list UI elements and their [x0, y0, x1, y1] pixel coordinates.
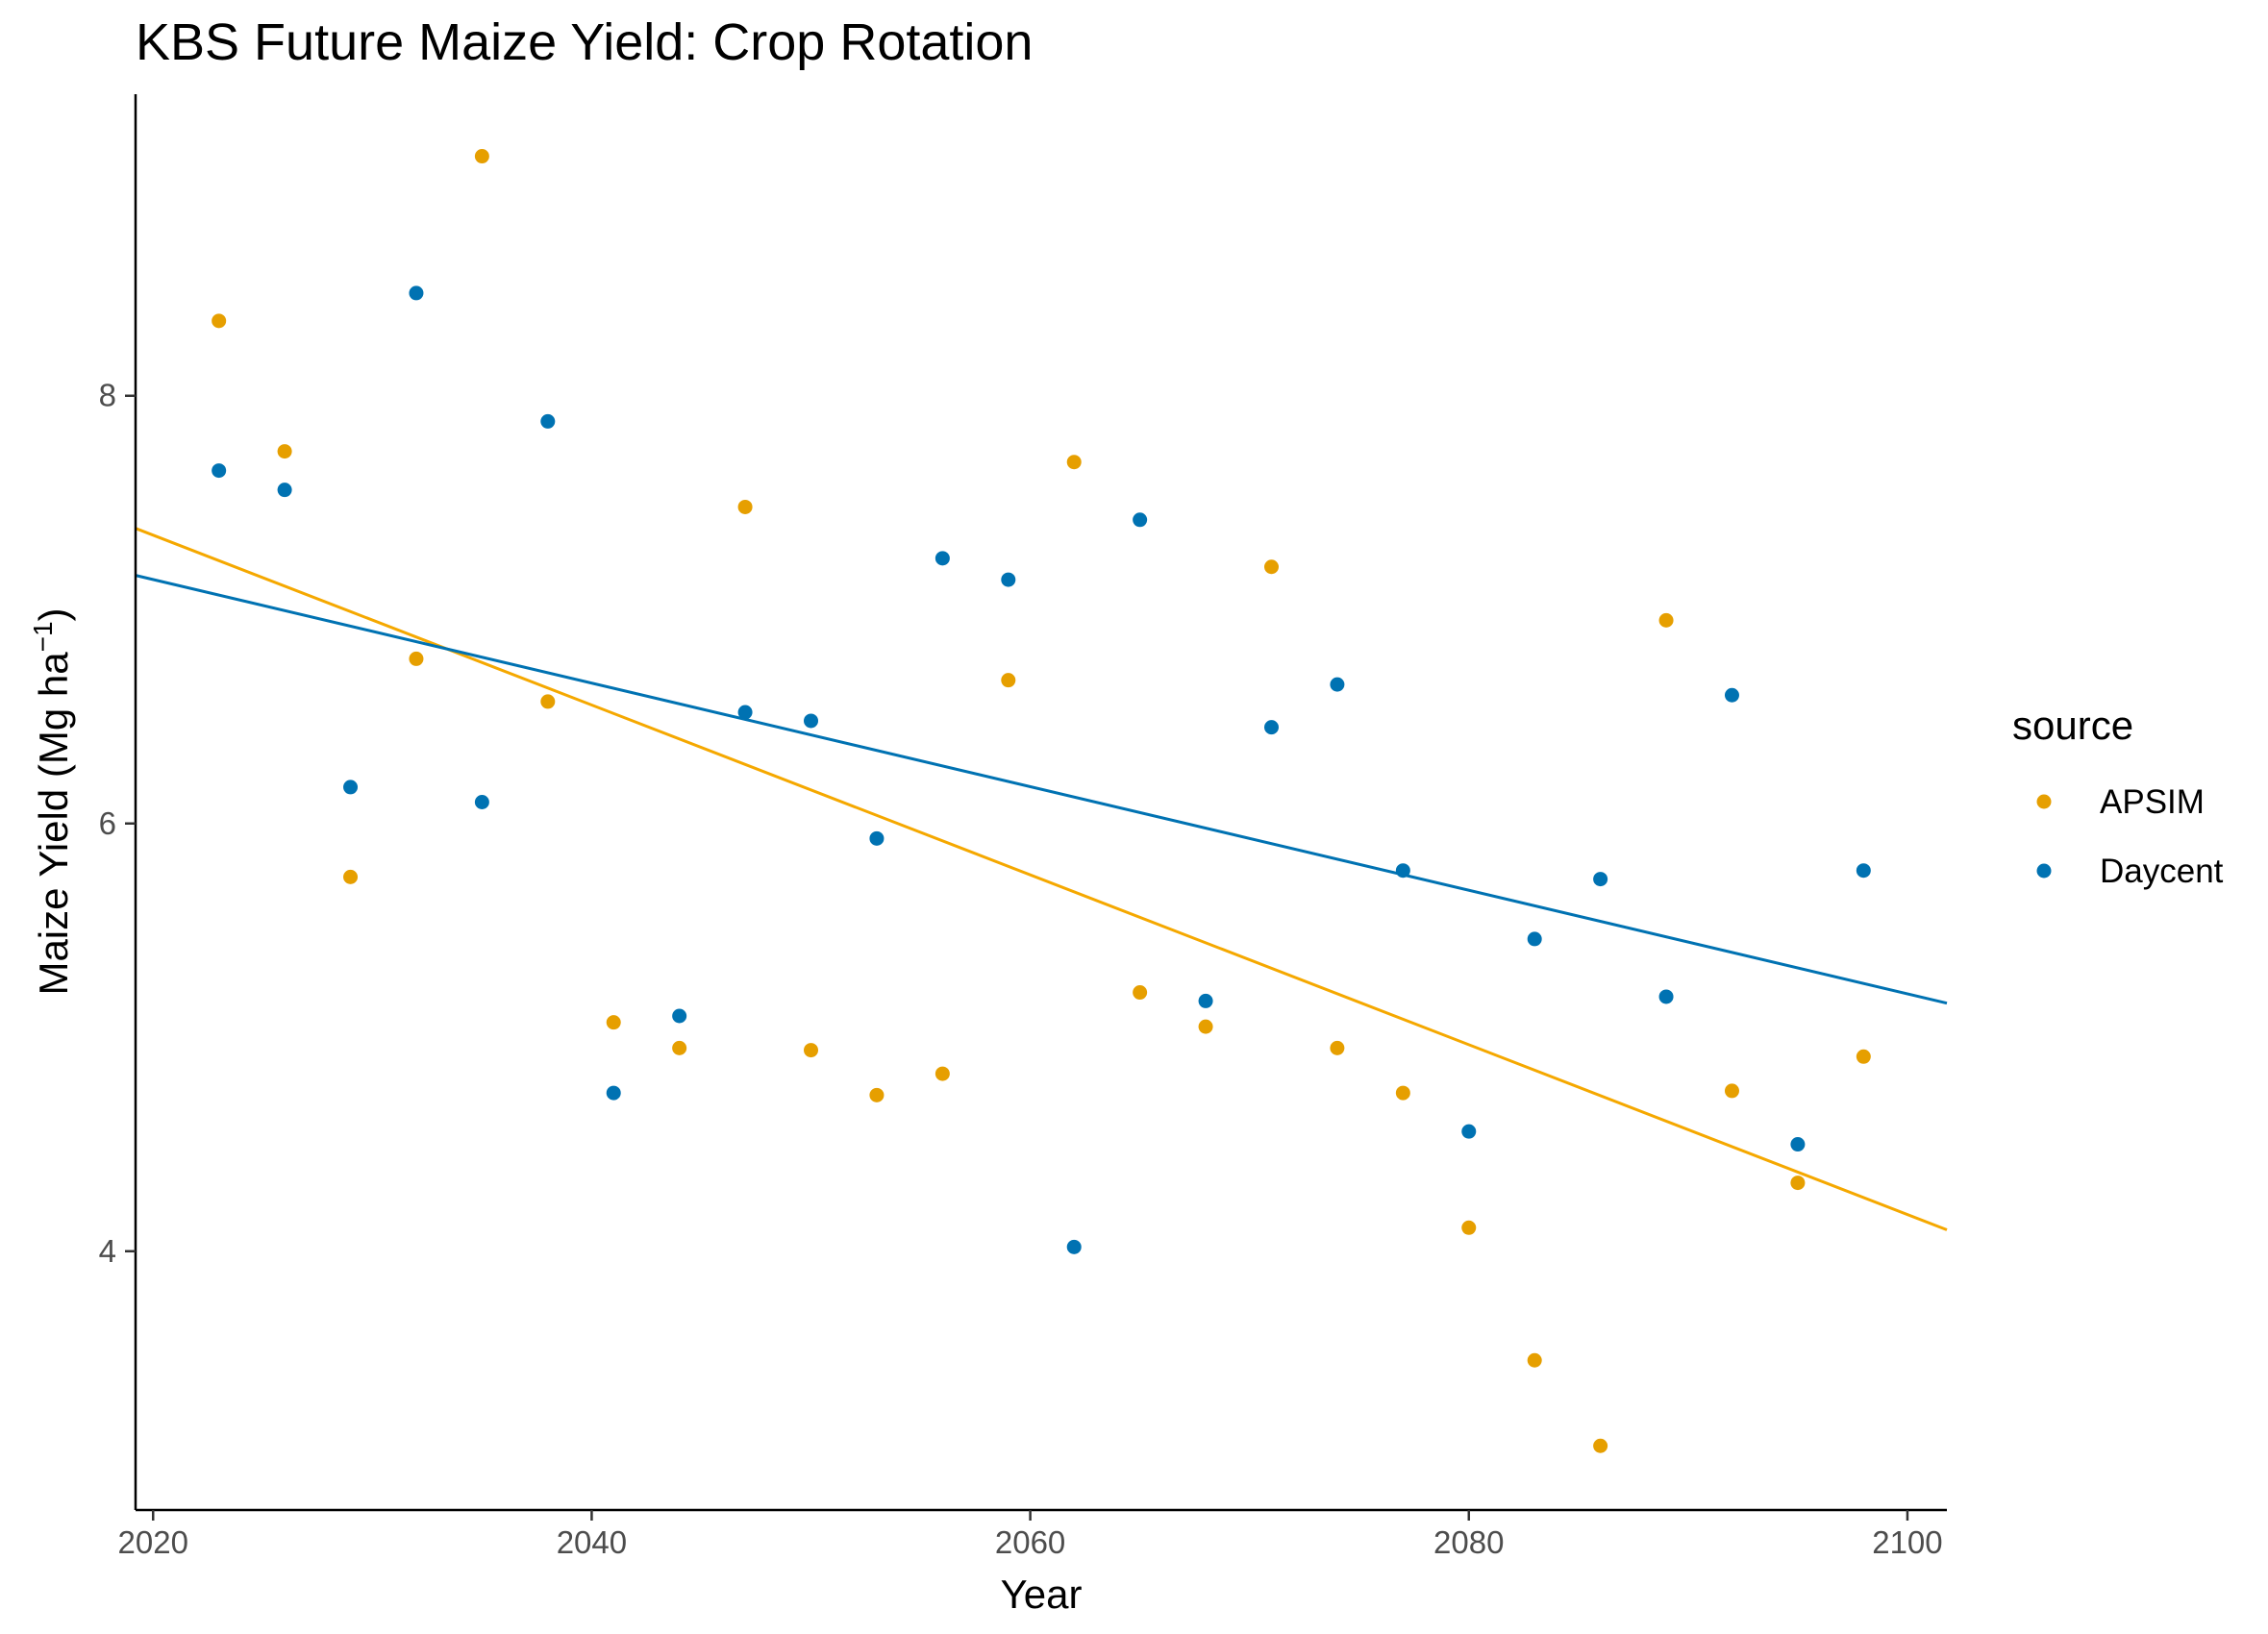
- legend: source APSIM Daycent: [2012, 703, 2224, 890]
- x-axis-ticks: 2020 2040 2060 2080 2100: [118, 1510, 1943, 1560]
- x-tick-label: 2040: [557, 1524, 627, 1560]
- x-axis-title: Year: [1001, 1572, 1083, 1617]
- y-axis-title: Maize Yield (Mg ha−1): [28, 607, 76, 995]
- point-apsim: [1133, 985, 1148, 1001]
- point-apsim: [1198, 1019, 1213, 1034]
- y-axis-title-superscript: −1: [28, 621, 58, 652]
- point-apsim: [1724, 1083, 1739, 1099]
- legend-label-apsim: APSIM: [2100, 783, 2205, 821]
- point-apsim: [606, 1015, 621, 1030]
- point-daycent: [1198, 993, 1213, 1008]
- point-daycent: [343, 780, 359, 795]
- y-tick-label: 8: [99, 378, 116, 413]
- point-apsim: [935, 1066, 950, 1081]
- point-daycent: [737, 705, 753, 720]
- point-apsim: [804, 1043, 819, 1058]
- point-daycent: [1001, 572, 1016, 587]
- x-tick-label: 2060: [995, 1524, 1065, 1560]
- point-apsim: [1790, 1176, 1806, 1191]
- trend-lines: [135, 527, 1948, 1231]
- point-daycent: [1790, 1137, 1806, 1152]
- point-apsim: [1263, 559, 1279, 575]
- point-daycent: [1133, 512, 1148, 528]
- point-daycent: [540, 413, 556, 429]
- y-axis-ticks: 4 6 8: [99, 378, 136, 1269]
- trend-line-apsim: [135, 527, 1948, 1231]
- point-daycent: [1724, 687, 1739, 703]
- point-daycent: [409, 285, 424, 301]
- y-axis-title-main: Maize Yield (Mg ha: [31, 652, 76, 996]
- point-daycent: [1263, 720, 1279, 735]
- data-points: [212, 149, 1871, 1453]
- point-apsim: [1461, 1220, 1477, 1235]
- point-daycent: [212, 463, 227, 479]
- chart-title: KBS Future Maize Yield: Crop Rotation: [136, 13, 1033, 71]
- point-apsim: [1527, 1352, 1542, 1368]
- point-apsim: [343, 869, 359, 884]
- point-daycent: [1066, 1239, 1082, 1254]
- legend-title: source: [2012, 703, 2133, 748]
- y-axis-title-close: ): [31, 607, 76, 621]
- point-apsim: [1658, 612, 1674, 628]
- point-daycent: [1330, 677, 1345, 692]
- point-daycent: [804, 713, 819, 729]
- point-daycent: [1527, 931, 1542, 947]
- point-apsim: [212, 313, 227, 329]
- point-daycent: [869, 830, 885, 846]
- point-apsim: [277, 444, 292, 459]
- point-apsim: [1395, 1085, 1410, 1101]
- plot-area: [135, 149, 1948, 1453]
- point-apsim: [1066, 455, 1082, 470]
- point-daycent: [1461, 1124, 1477, 1139]
- point-daycent: [1593, 872, 1608, 887]
- point-daycent: [672, 1008, 687, 1024]
- x-tick-label: 2080: [1433, 1524, 1504, 1560]
- point-apsim: [1330, 1040, 1345, 1055]
- legend-key-daycent: [2036, 863, 2052, 879]
- point-apsim: [869, 1087, 885, 1102]
- point-apsim: [540, 694, 556, 709]
- point-apsim: [737, 499, 753, 514]
- legend-items: APSIM Daycent: [2036, 783, 2224, 890]
- point-daycent: [277, 483, 292, 498]
- point-daycent: [935, 551, 950, 566]
- point-daycent: [1856, 863, 1871, 879]
- point-apsim: [409, 651, 424, 666]
- legend-key-apsim: [2036, 794, 2052, 809]
- point-daycent: [474, 795, 489, 809]
- x-tick-label: 2100: [1872, 1524, 1942, 1560]
- point-apsim: [672, 1040, 687, 1055]
- point-daycent: [606, 1085, 621, 1101]
- legend-label-daycent: Daycent: [2100, 853, 2224, 890]
- y-tick-label: 4: [99, 1233, 116, 1269]
- point-apsim: [1001, 673, 1016, 688]
- point-daycent: [1395, 863, 1410, 879]
- point-daycent: [1658, 989, 1674, 1004]
- point-apsim: [1856, 1049, 1871, 1064]
- y-tick-label: 6: [99, 805, 116, 841]
- point-apsim: [1593, 1438, 1608, 1453]
- point-apsim: [474, 149, 489, 164]
- x-tick-label: 2020: [118, 1524, 188, 1560]
- trend-line-daycent: [135, 574, 1948, 1005]
